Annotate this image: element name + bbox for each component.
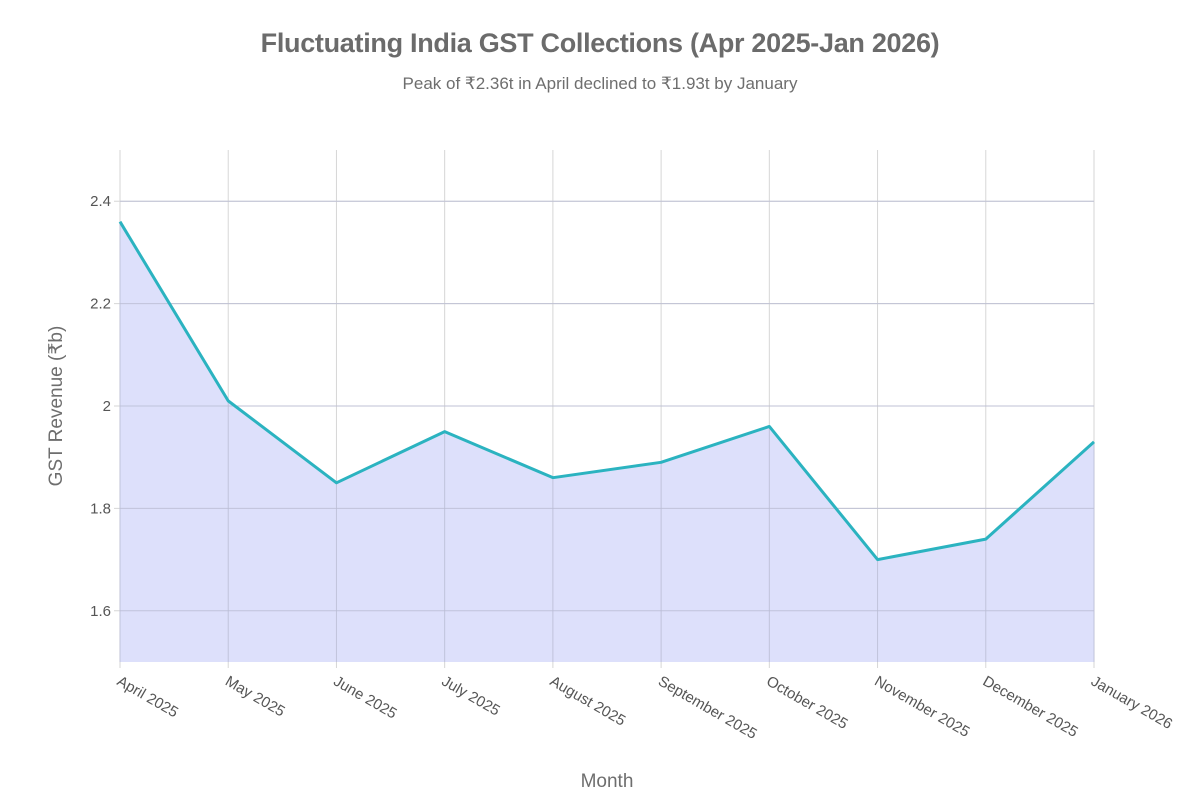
x-tick-label: October 2025 <box>763 673 850 733</box>
x-axis-ticks: April 2025 May 2025 June 2025 July 2025 Augu… <box>114 673 1175 743</box>
y-tick-label: 1.6 <box>90 603 111 620</box>
x-tick-label: November 2025 <box>872 673 973 741</box>
x-tick-label: April 2025 <box>114 673 181 721</box>
horizontal-gridlines-overlay <box>120 200 1094 612</box>
x-tick-label: May 2025 <box>222 673 288 721</box>
data-line <box>118 220 1096 562</box>
y-tick-label: 2.4 <box>90 193 111 210</box>
chart-title: Fluctuating India GST Collections (Apr 2… <box>260 28 940 58</box>
vertical-gridlines-overlay <box>119 221 1095 662</box>
x-tick-label: January 2026 <box>1088 673 1175 733</box>
area-fill <box>120 221 1094 662</box>
y-tick-label: 2.2 <box>90 296 111 313</box>
x-tick-label: December 2025 <box>980 673 1081 741</box>
x-tick-label: September 2025 <box>655 673 760 743</box>
x-axis-title: Month <box>581 771 634 792</box>
x-tick-label: August 2025 <box>547 673 628 730</box>
y-tick-label: 2 <box>103 398 111 415</box>
x-tick-label: June 2025 <box>330 673 399 723</box>
y-axis-title: GST Revenue (₹b) <box>46 326 67 487</box>
x-tick-label: July 2025 <box>439 673 503 720</box>
chart-subtitle: Peak of ₹2.36t in April declined to ₹1.9… <box>402 74 798 93</box>
y-tick-label: 1.8 <box>90 500 111 517</box>
y-axis-ticks: 1.6 1.8 2 2.2 2.4 <box>90 193 111 620</box>
